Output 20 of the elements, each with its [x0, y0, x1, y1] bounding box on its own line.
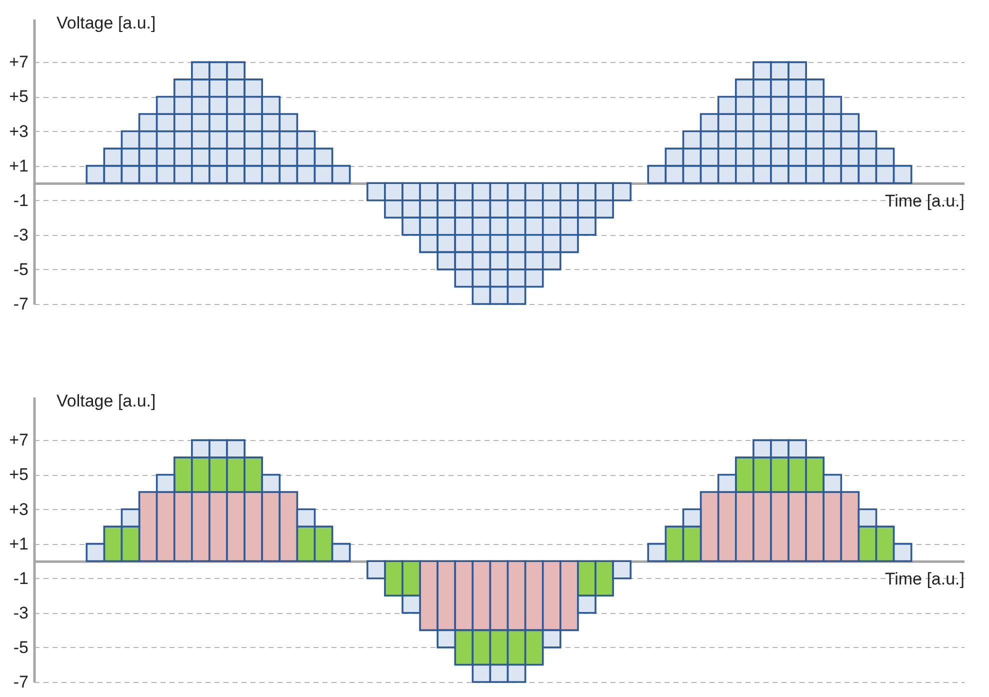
y-tick-label: +3: [9, 122, 28, 141]
y-tick-label: -7: [13, 672, 28, 692]
y-tick-label: +1: [9, 534, 28, 554]
y-tick-label: +5: [9, 465, 28, 484]
y-tick-label: -3: [13, 603, 28, 622]
y-tick-label: +1: [9, 156, 28, 176]
y-tick-label: +7: [9, 52, 28, 72]
y-tick-label: -5: [13, 638, 28, 657]
y-tick-label: -5: [13, 260, 28, 279]
y-axis-title: Voltage [a.u.]: [56, 14, 156, 32]
x-axis-title: Time [a.u.]: [884, 192, 964, 211]
y-tick-label: -1: [13, 190, 28, 210]
y-axis-title: Voltage [a.u.]: [56, 392, 156, 410]
y-tick-label: -3: [13, 225, 28, 244]
x-axis-title: Time [a.u.]: [884, 570, 964, 589]
y-tick-label: +5: [9, 87, 28, 106]
y-tick-label: +7: [9, 430, 28, 450]
y-tick-label: +3: [9, 500, 28, 519]
y-tick-label: -1: [13, 568, 28, 588]
y-tick-label: -7: [13, 294, 28, 314]
